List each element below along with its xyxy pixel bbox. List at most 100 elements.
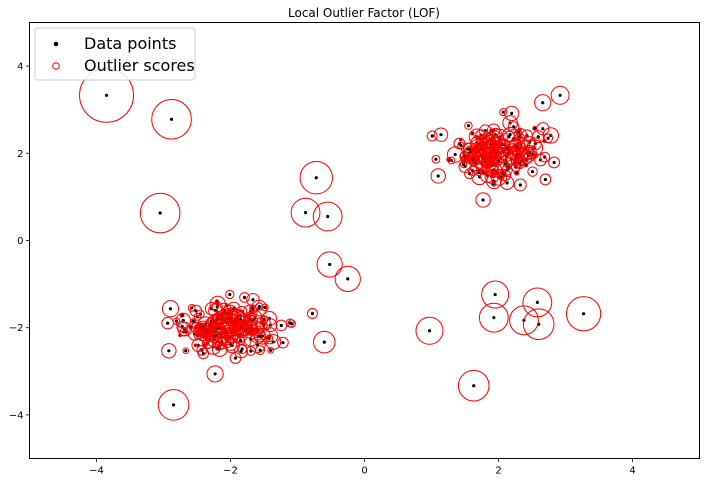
legend-outlier-scores-label: Outlier scores <box>84 56 195 75</box>
outlier-score-circle <box>507 121 520 133</box>
outlier-score-circle <box>208 314 222 328</box>
outlier-score-circle <box>253 330 266 343</box>
outlier-score-circle <box>229 326 239 336</box>
outlier-score-circle <box>197 322 205 330</box>
data-point <box>552 160 556 165</box>
outlier-score-circle <box>197 316 214 333</box>
data-point <box>472 384 476 388</box>
outlier-score-circle <box>483 139 500 156</box>
outlier-score-circle <box>493 154 499 160</box>
data-point <box>541 101 545 105</box>
outlier-score-circle <box>290 197 321 228</box>
data-point <box>518 183 522 187</box>
outlier-score-circle <box>539 173 552 186</box>
y-tick-label: 0 <box>17 236 23 247</box>
legend-box <box>34 27 196 81</box>
outlier-score-circle <box>514 142 522 150</box>
outlier-score-circle <box>565 296 602 332</box>
data-point <box>213 372 217 376</box>
outlier-score-circle <box>218 314 234 330</box>
data-point <box>439 133 443 137</box>
outlier-score-circle <box>499 175 515 190</box>
data-point <box>258 348 262 352</box>
data-point <box>158 211 162 215</box>
x-tick-label: 4 <box>629 466 635 477</box>
outlier-score-circle <box>201 337 214 350</box>
outlier-score-circle <box>254 326 258 330</box>
data-point <box>501 110 505 114</box>
outlier-score-circle <box>193 313 202 321</box>
outlier-score-circle <box>219 342 224 347</box>
data-point <box>288 321 292 325</box>
outlier-score-circle <box>485 164 499 178</box>
data-point <box>558 93 562 97</box>
outlier-score-circle <box>522 287 553 318</box>
outlier-score-circle <box>287 319 296 328</box>
outlier-score-circle <box>499 169 507 177</box>
outlier-score-circle <box>187 327 202 341</box>
data-point <box>310 311 314 316</box>
outlier-score-circle <box>246 292 260 307</box>
outlier-score-circle <box>182 347 190 355</box>
legend-outlier-scores-marker <box>52 62 60 70</box>
outlier-score-circle <box>476 168 481 173</box>
outlier-score-circle <box>489 151 493 155</box>
outlier-score-circle <box>492 145 507 160</box>
outlier-score-circle <box>253 325 263 335</box>
outlier-score-circle <box>517 134 522 139</box>
outlier-score-circle <box>193 343 198 347</box>
data-point <box>508 133 512 137</box>
data-point <box>279 323 283 328</box>
data-point <box>233 356 238 360</box>
outlier-score-circle <box>215 346 220 351</box>
outlier-score-circle <box>177 321 193 337</box>
data-point <box>166 321 170 325</box>
outlier-score-circle <box>223 317 228 322</box>
outlier-score-circle <box>490 181 497 187</box>
legend: Data points Outlier scores <box>34 27 196 81</box>
outlier-score-circle <box>196 344 208 356</box>
data-point <box>322 340 326 344</box>
outlier-score-circle <box>504 105 520 122</box>
data-point <box>239 349 243 353</box>
outlier-score-circle <box>229 318 241 330</box>
outlier-score-circle <box>426 130 438 142</box>
data-point <box>257 304 261 309</box>
outlier-score-circle <box>548 156 561 169</box>
outlier-score-circle <box>483 131 500 148</box>
outlier-score-circle <box>211 301 223 313</box>
outlier-score-circle <box>517 151 523 157</box>
outlier-score-circle <box>539 151 551 163</box>
data-point <box>242 295 247 300</box>
legend-data-points-marker <box>53 41 59 47</box>
data-point <box>194 309 198 313</box>
outlier-score-circle <box>207 321 225 339</box>
outlier-score-circle <box>514 132 526 144</box>
outlier-score-circle <box>266 335 271 340</box>
plot-area <box>79 67 602 421</box>
data-point <box>326 214 330 219</box>
data-point <box>328 262 332 267</box>
outlier-score-circle <box>505 153 518 165</box>
outlier-score-circle <box>246 315 259 327</box>
outlier-score-circle <box>466 154 477 165</box>
outlier-score-circle <box>447 156 456 165</box>
outlier-score-circle <box>471 168 488 186</box>
outlier-score-circle <box>227 301 241 316</box>
data-point <box>466 124 471 128</box>
outlier-score-circle <box>222 329 230 336</box>
outlier-score-circle <box>513 170 520 176</box>
outlier-score-circle <box>239 292 250 303</box>
data-point <box>180 313 184 317</box>
outlier-score-circle <box>464 168 476 180</box>
data-point <box>541 127 545 131</box>
outlier-score-circle <box>461 142 475 156</box>
data-point <box>251 298 255 302</box>
outlier-score-circle <box>463 142 478 157</box>
outlier-score-circle <box>313 330 336 354</box>
data-point <box>191 319 195 323</box>
outlier-score-circle <box>457 369 490 402</box>
outlier-score-circle <box>484 149 492 157</box>
outlier-score-circle <box>275 319 288 332</box>
data-point <box>536 135 540 139</box>
